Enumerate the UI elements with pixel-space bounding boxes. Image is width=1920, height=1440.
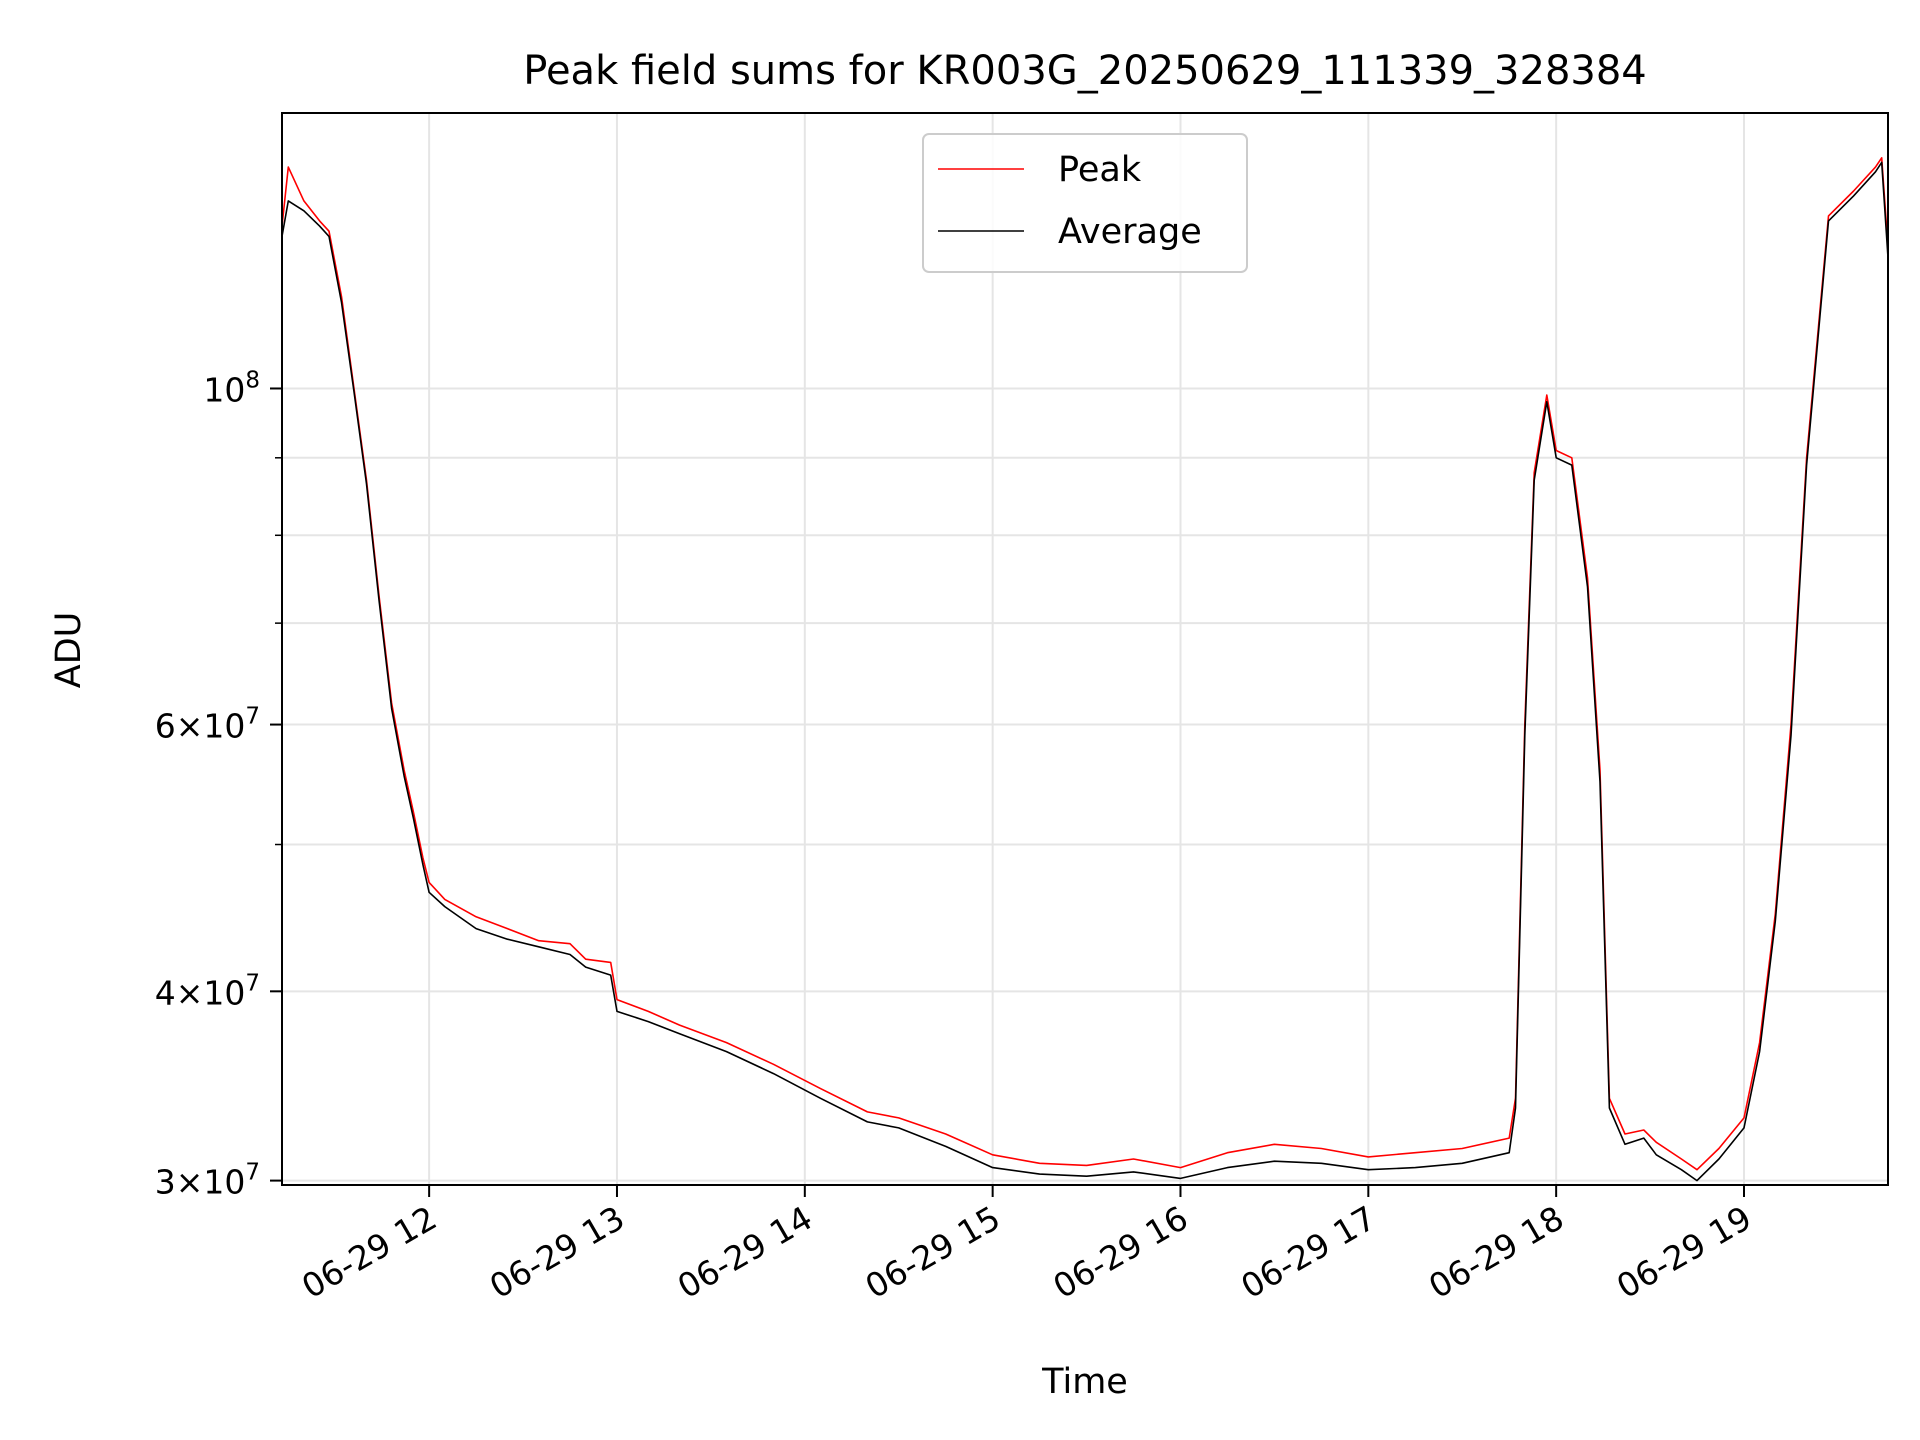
y-tick-label: 6×107 [155,704,260,746]
series-line-peak [281,157,1889,1171]
chart-title: Peak field sums for KR003G_20250629_1113… [523,48,1647,94]
legend: Peak Average [922,133,1248,273]
legend-label-average: Average [1058,212,1202,252]
grid [282,113,1888,1185]
x-axis-label: Time [1041,1362,1128,1402]
y-axis-label: ADU [49,612,89,689]
y-tick-label: 4×107 [155,970,260,1012]
plot-lines [281,157,1889,1182]
series-line-average [281,161,1889,1182]
legend-label-peak: Peak [1058,150,1142,190]
y-tick-label: 108 [203,367,260,409]
plot-frame [281,112,1889,1186]
y-tick-label: 3×107 [155,1160,260,1202]
